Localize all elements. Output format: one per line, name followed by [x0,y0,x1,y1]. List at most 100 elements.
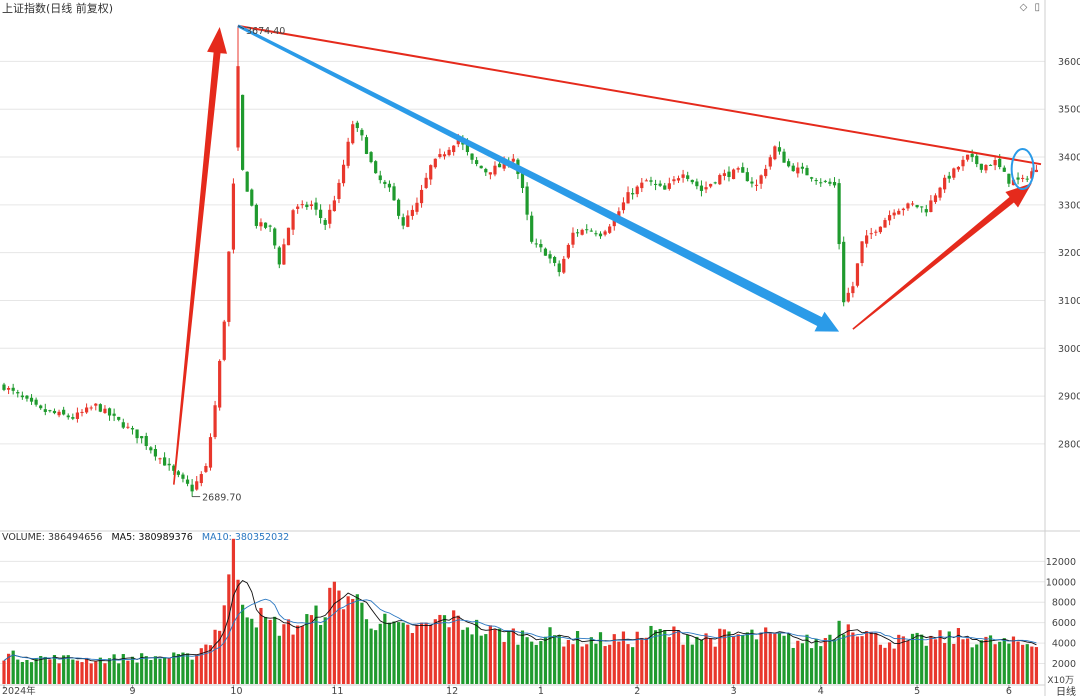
volume-bar [644,637,648,684]
time-tick-label: 10 [230,686,242,696]
candle-body [497,163,502,168]
volume-bar [447,627,451,684]
candle-body [585,229,589,231]
ma10-value: MA10: 380352032 [201,532,290,543]
volume-bar [277,635,281,684]
candle-body [860,241,864,264]
candle-body [351,124,355,144]
volume-bar [511,628,515,684]
diamond-icon[interactable]: ◇ [1019,2,1028,13]
volume-bar [84,657,89,684]
candle-body [57,411,61,416]
volume-bar [585,644,589,684]
volume-bar [346,596,350,684]
volume-bar [406,624,410,684]
candle-body [424,177,428,188]
time-tick-label: 1 [538,686,544,696]
price-tick-label: 3600 [1058,57,1080,68]
volume-bar [727,631,731,684]
candle-body [282,244,286,265]
volume-bar [805,634,809,684]
candle-body [1034,169,1039,173]
candle-body [823,180,827,182]
volume-bar [484,634,488,684]
volume-bar [865,631,869,684]
volume-bar [300,626,304,684]
candle-body [419,189,424,204]
candle-body [204,466,208,472]
volume-bar [332,581,336,684]
candle-body [176,471,180,475]
candle-body [355,122,359,129]
volume-bar [286,619,291,684]
candle-body [392,186,396,201]
candle-body [736,168,740,170]
volume-bar [640,637,644,684]
volume-bar [66,655,70,684]
volume-bar [520,630,525,684]
candle-body [117,416,121,420]
candle-body [782,151,786,163]
candle-body [236,66,240,148]
candle-body [617,211,621,217]
volume-bar [29,662,34,684]
candle-body [933,195,938,203]
candle-body [98,404,102,412]
volume-value: VOLUME: 386494656 [2,532,103,543]
price-tick-label: 3500 [1058,105,1080,116]
volume-bar [461,629,465,684]
candle-body [626,192,630,204]
high-label: 3674.40 [246,26,285,37]
volume-bar [392,621,396,684]
candle-body [695,181,699,187]
volume-bar [690,644,694,684]
pin-icon[interactable]: ▯ [1034,2,1040,13]
candle-body [965,154,970,160]
volume-bar [676,630,681,684]
volume-bar [1021,644,1025,684]
volume-bar [126,660,130,684]
period-label[interactable]: 日线 [1056,687,1076,698]
volume-bar [759,632,763,684]
candle-body [773,146,777,160]
candle-body [842,241,846,303]
volume-bar [562,646,566,684]
candle-body [924,209,928,213]
candle-body [479,165,483,169]
volume-bar [952,643,956,684]
volume-bar [603,646,607,684]
volume-bar [842,634,846,684]
candle-body [475,160,479,165]
volume-bar [34,658,38,684]
volume-header: VOLUME: 386494656 MA5: 380989376 MA10: 3… [2,531,295,545]
volume-bar [360,602,364,684]
volume-bar [195,654,199,684]
candle-body [897,210,901,215]
candle-body [172,465,176,471]
candle-body [511,158,515,162]
volume-bar [800,643,804,684]
volume-bar [296,625,300,684]
candle-body [663,185,667,190]
volume-bar [965,638,970,684]
volume-bar [475,619,479,684]
candle-body [676,178,681,181]
volume-bar [920,634,924,684]
volume-bar [663,630,667,684]
volume-bar [878,644,883,684]
volume-bar [897,634,901,684]
volume-bar [631,647,635,684]
volume-bar [828,634,832,684]
volume-tick-label: 12000 [1046,557,1076,568]
candle-body [80,411,84,413]
candle-body [759,175,763,184]
candle-body [1002,167,1006,172]
volume-bar [259,607,263,684]
volume-bar [860,636,864,684]
candle-body [988,164,993,166]
candle-body [415,202,419,212]
volume-bar [530,641,534,684]
volume-bar [731,636,736,684]
candle-body [153,448,158,457]
